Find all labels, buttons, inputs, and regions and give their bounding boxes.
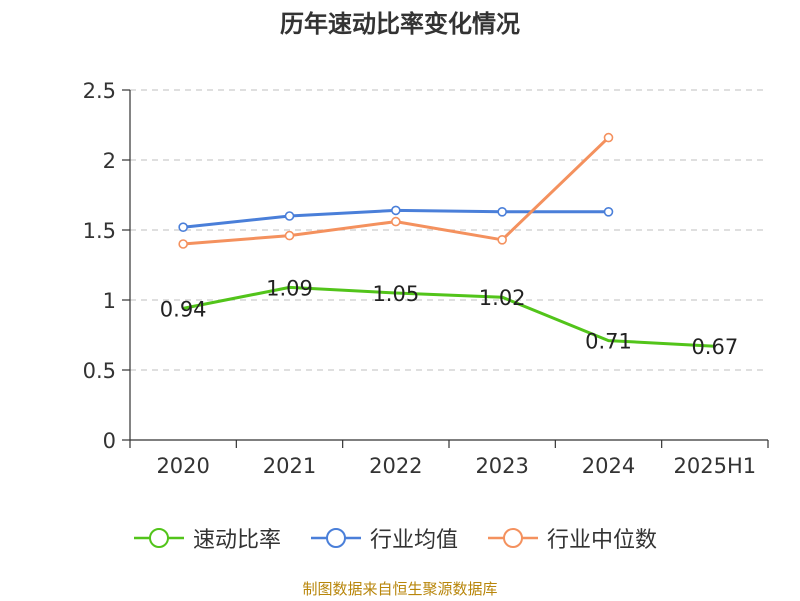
series-3-point: [178, 239, 188, 249]
series-2-point: [284, 211, 295, 221]
x-tick-label: 2020: [156, 454, 209, 478]
legend-item-1[interactable]: 速动比率: [133, 518, 281, 558]
y-tick-label: 2: [103, 149, 116, 173]
legend-line-icon: [488, 528, 538, 548]
y-tick-label: 0.5: [83, 359, 116, 383]
legend-line-icon: [311, 528, 361, 548]
legend-line-icon: [134, 528, 184, 548]
x-tick-label: 2022: [369, 454, 422, 478]
series-2-point: [178, 222, 188, 232]
chart-title: 历年速动比率变化情况: [280, 10, 520, 38]
data-label: 1.09: [266, 276, 313, 300]
y-tick-label: 0: [103, 429, 116, 453]
x-tick-label: 2023: [475, 454, 528, 478]
series-2-point: [497, 207, 507, 217]
data-label: 0.94: [160, 297, 207, 321]
y-tick-label: 2.5: [83, 79, 116, 103]
series-3-point: [391, 216, 401, 227]
series-3-point: [497, 235, 507, 245]
series-3-point: [603, 132, 614, 143]
legend-label: 速动比率: [193, 528, 282, 553]
x-tick-label: 2025H1: [674, 454, 757, 478]
data-label: 0.71: [585, 330, 632, 354]
y-tick-label: 1: [103, 289, 116, 313]
y-tick-label: 1.5: [83, 219, 116, 243]
series-line-1: [182, 285, 715, 348]
x-tick-label: 2021: [263, 454, 316, 478]
data-label: 1.05: [372, 282, 419, 306]
chart-legend[interactable]: 速动比率 行业均值 行业中位数: [0, 518, 800, 558]
source-note: 制图数据来自恒生聚源数据库: [302, 580, 498, 598]
series-line-3: [183, 136, 610, 246]
series-2-point: [603, 207, 614, 217]
series-2-point: [391, 205, 401, 216]
legend-item-2[interactable]: 行业均值: [310, 518, 458, 558]
series-3-point: [284, 230, 295, 241]
x-tick-label: 2024: [582, 454, 635, 478]
legend-label: 行业均值: [370, 528, 459, 553]
data-label: 0.67: [691, 335, 738, 359]
data-label: 1.02: [479, 286, 526, 310]
legend-item-3[interactable]: 行业中位数: [487, 518, 657, 558]
legend-label: 行业中位数: [547, 528, 658, 553]
